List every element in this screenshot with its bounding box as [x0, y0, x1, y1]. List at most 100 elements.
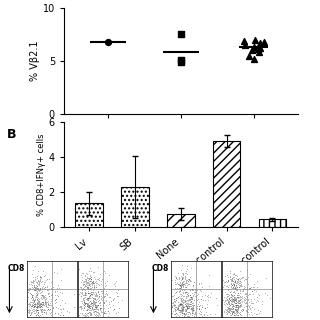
Point [223, 278, 228, 284]
Point [103, 281, 108, 286]
Point [89, 307, 94, 312]
Point [80, 275, 85, 280]
Point [192, 286, 197, 291]
Point [192, 288, 197, 293]
Point [83, 283, 88, 288]
Point [245, 294, 250, 300]
Point [103, 284, 108, 289]
Point [184, 310, 189, 315]
Point [169, 304, 174, 309]
Point [36, 288, 42, 293]
Point [35, 286, 40, 292]
Point [94, 311, 99, 316]
Point [239, 300, 244, 305]
Point [235, 309, 240, 314]
Point [229, 293, 234, 298]
Point [99, 297, 104, 302]
Point [90, 302, 95, 308]
Point [25, 286, 30, 291]
Point [32, 301, 37, 306]
Point [188, 286, 194, 292]
Point [59, 267, 64, 272]
Point [182, 309, 187, 314]
Point [232, 295, 237, 300]
Point [232, 285, 237, 290]
Point [233, 303, 238, 308]
Point [171, 306, 176, 311]
Point [28, 309, 33, 315]
Point [176, 302, 181, 307]
Point [52, 289, 57, 294]
Point [87, 266, 92, 271]
Point [188, 294, 194, 299]
Point [36, 310, 41, 316]
Point [183, 298, 188, 303]
Point [85, 313, 91, 318]
Point [181, 279, 186, 284]
Point [252, 37, 257, 42]
Point [233, 297, 238, 302]
Point [239, 274, 244, 279]
Point [88, 285, 93, 290]
Point [226, 286, 231, 291]
Point [71, 291, 76, 296]
Point [88, 299, 93, 304]
Point [44, 288, 49, 293]
Point [81, 280, 86, 285]
Point [189, 308, 195, 314]
Point [242, 277, 247, 283]
Point [35, 300, 40, 305]
Point [45, 300, 50, 306]
Point [189, 294, 194, 299]
Point [228, 308, 233, 313]
Point [40, 268, 45, 273]
Point [183, 289, 188, 294]
Point [88, 305, 93, 310]
Point [26, 285, 31, 290]
Point [247, 291, 252, 296]
Point [92, 311, 97, 316]
Point [230, 285, 235, 291]
Point [227, 302, 232, 307]
Point [36, 282, 41, 287]
Point [190, 302, 196, 307]
Point [44, 300, 49, 305]
Point [107, 299, 112, 304]
Point [43, 309, 48, 314]
Point [81, 308, 86, 313]
Point [181, 312, 186, 317]
Point [237, 311, 243, 316]
Point [100, 298, 105, 303]
Point [238, 301, 243, 307]
Point [188, 279, 193, 284]
Point [221, 309, 227, 314]
Point [243, 301, 248, 306]
Point [110, 298, 116, 303]
Point [97, 294, 102, 299]
Point [27, 308, 32, 313]
Point [226, 287, 231, 292]
Point [89, 268, 94, 273]
Point [37, 304, 43, 309]
Point [84, 284, 89, 290]
Point [87, 295, 92, 300]
Point [241, 275, 246, 280]
Point [80, 300, 85, 305]
Point [27, 288, 32, 293]
Point [90, 281, 95, 286]
Point [179, 304, 184, 309]
Point [180, 277, 185, 282]
Point [86, 284, 91, 290]
Point [37, 314, 42, 319]
Point [36, 308, 41, 313]
Point [41, 309, 46, 314]
Point [42, 308, 47, 313]
Point [35, 291, 40, 296]
Point [167, 309, 172, 315]
Point [222, 299, 227, 304]
Point [173, 304, 178, 309]
Point [45, 284, 50, 289]
Point [31, 297, 36, 302]
Point [188, 287, 193, 292]
Point [79, 270, 84, 276]
